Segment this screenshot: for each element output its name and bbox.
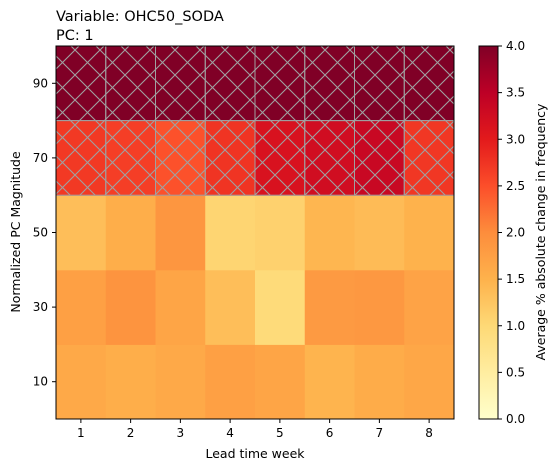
- heatmap-cell: [155, 195, 206, 271]
- heatmap-cell: [255, 195, 306, 271]
- colorbar-tick-label: 3.5: [506, 86, 525, 100]
- colorbar: [478, 45, 499, 420]
- x-tick-label: 1: [77, 426, 85, 440]
- heatmap-cell: [205, 269, 256, 345]
- colorbar-tick-label: 1.5: [506, 272, 525, 286]
- colorbar-tick-label: 0.5: [506, 365, 525, 379]
- heatmap-cell: [304, 344, 355, 420]
- chart-title-line-2: PC: 1: [56, 28, 94, 44]
- x-tick-label: 4: [226, 426, 234, 440]
- heatmap-cell: [304, 269, 355, 345]
- hatched-cell: [354, 120, 405, 196]
- heatmap-cell: [354, 269, 405, 345]
- heatmap-cell: [354, 344, 405, 420]
- heatmap-cell: [155, 269, 206, 345]
- heatmap-cell: [105, 269, 156, 345]
- colorbar-tick-label: 3.0: [506, 132, 525, 146]
- y-tick-label: 70: [33, 151, 48, 165]
- hatched-cell: [155, 120, 206, 196]
- heatmap-cell: [304, 195, 355, 271]
- heatmap-cell: [354, 195, 405, 271]
- heatmap-cell: [255, 269, 306, 345]
- heatmap-cell: [255, 344, 306, 420]
- x-tick-label: 5: [276, 426, 284, 440]
- heatmap-cell: [155, 344, 206, 420]
- hatched-cell: [155, 45, 206, 122]
- x-tick-label: 8: [425, 426, 433, 440]
- x-tick-label: 3: [177, 426, 185, 440]
- hatched-cell: [105, 120, 156, 196]
- x-tick-label: 7: [376, 426, 384, 440]
- y-tick-label: 50: [33, 226, 48, 240]
- colorbar-tick-label: 2.5: [506, 179, 525, 193]
- colorbar-label: Average % absolute change in frequency: [533, 103, 548, 361]
- hatched-cell: [204, 120, 256, 196]
- heatmap-cell: [404, 195, 455, 271]
- heatmap-cell: [105, 344, 156, 420]
- y-tick-label: 10: [33, 375, 48, 389]
- x-tick-label: 2: [127, 426, 135, 440]
- colorbar-tick-label: 2.0: [506, 226, 525, 240]
- hatched-cell: [254, 120, 306, 196]
- hatched-cell: [105, 45, 156, 122]
- hatched-cell: [254, 45, 306, 122]
- hatched-cell: [304, 45, 355, 122]
- heatmap-cell: [56, 344, 107, 420]
- hatched-cell: [204, 45, 256, 122]
- chart-title-line-1: Variable: OHC50_SODA: [56, 9, 224, 25]
- hatch-overlay: [55, 45, 455, 196]
- heatmap-cell: [404, 269, 455, 345]
- colorbar-tick-label: 0.0: [506, 412, 525, 426]
- hatched-cell: [403, 45, 455, 122]
- heatmap-cell: [56, 195, 107, 271]
- x-tick-label: 6: [326, 426, 334, 440]
- heatmap-cell: [205, 195, 256, 271]
- x-axis: 1 2 3 4 5 6 7 8: [77, 419, 433, 440]
- hatched-cell: [304, 120, 355, 196]
- heatmap-cell: [56, 269, 107, 345]
- hatched-cell: [55, 120, 107, 196]
- heatmap-cell: [404, 344, 455, 420]
- y-axis: 10 30 50 70 90: [33, 76, 56, 389]
- y-tick-label: 90: [33, 76, 48, 90]
- heatmap-cell: [205, 344, 256, 420]
- colorbar-tick-label: 1.0: [506, 319, 525, 333]
- y-tick-label: 30: [33, 300, 48, 314]
- y-axis-label: Normalized PC Magnitude: [8, 151, 23, 313]
- hatched-cell: [55, 45, 107, 122]
- colorbar-tick-label: 4.0: [506, 39, 525, 53]
- hatched-cell: [354, 45, 405, 122]
- colorbar-axis: 0.0 0.5 1.0 1.5 2.0 2.5 3.0 3.5 4.0: [498, 39, 525, 426]
- hatched-cell: [403, 120, 455, 196]
- heatmap-cell: [105, 195, 156, 271]
- x-axis-label: Lead time week: [205, 446, 305, 461]
